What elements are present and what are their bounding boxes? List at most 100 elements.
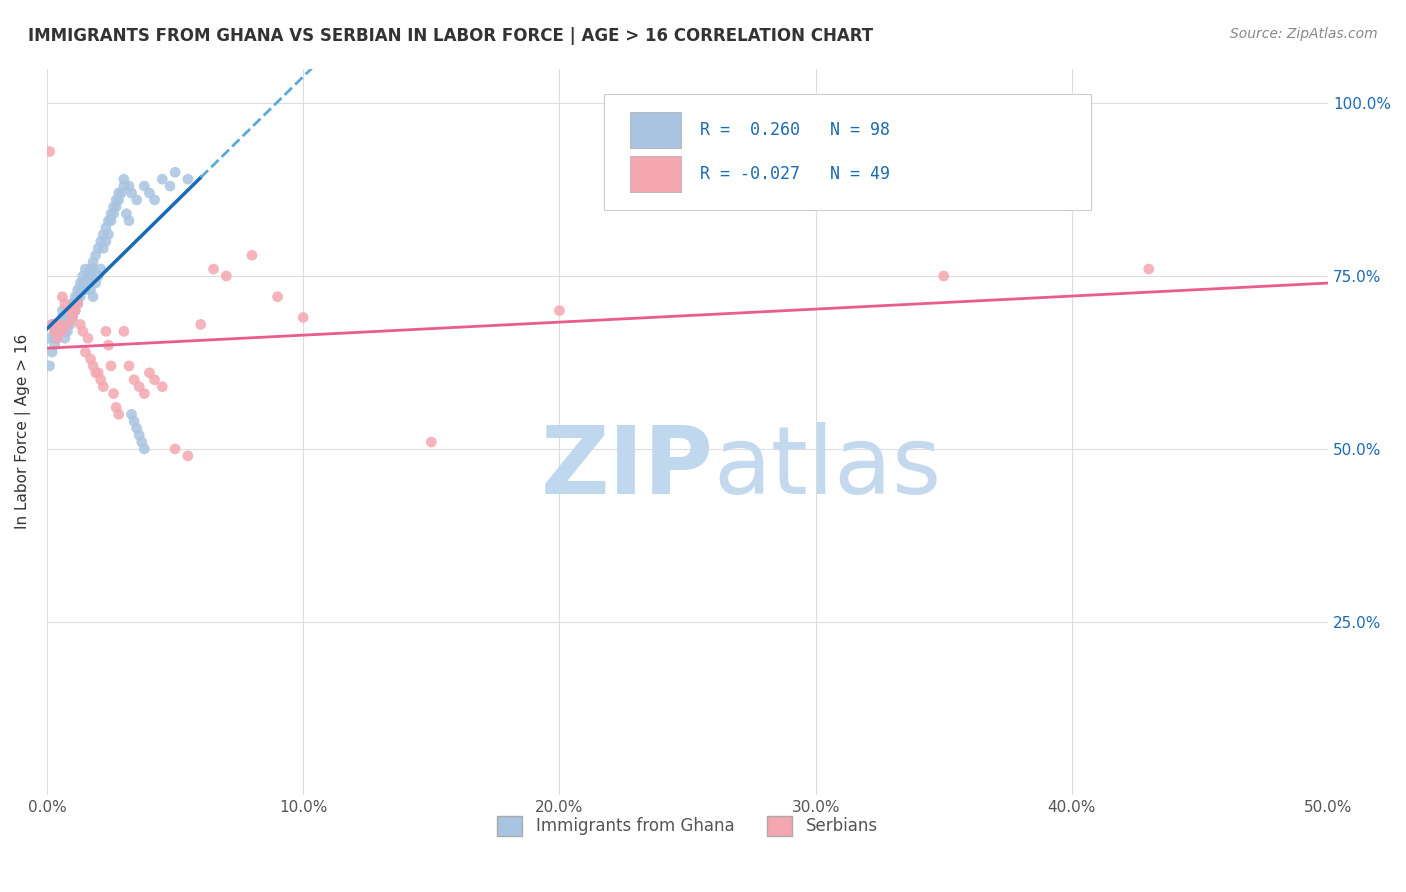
Point (59, 303, 82, 318)
Point (107, 407, 129, 421)
Point (84, 276, 107, 290)
Point (266, 290, 288, 304)
Point (112, 179, 135, 194)
Point (38, 145, 60, 159)
Point (131, 435, 153, 450)
Point (53, 310, 76, 325)
Point (44, 338, 66, 352)
Point (202, 262, 225, 277)
Point (90, 235, 112, 249)
Point (292, 310, 315, 325)
Point (90, 373, 112, 387)
Point (150, 379, 173, 393)
Point (548, 303, 571, 318)
Point (94, 324, 117, 338)
Point (59, 310, 82, 325)
Point (66, 296, 89, 310)
Point (62, 296, 84, 310)
Point (87, 241, 110, 255)
Point (49, 318, 72, 332)
Point (82, 290, 104, 304)
Legend: Immigrants from Ghana, Serbians: Immigrants from Ghana, Serbians (489, 807, 886, 845)
Point (75, 283, 97, 297)
Point (77, 276, 100, 290)
Point (134, 386, 156, 401)
Point (72, 276, 94, 290)
Point (51, 310, 73, 325)
Point (79, 262, 101, 277)
Point (63, 290, 86, 304)
Point (105, 401, 128, 415)
Point (97, 227, 120, 242)
Point (115, 207, 138, 221)
Point (59, 310, 82, 325)
Point (69, 276, 91, 290)
Point (143, 373, 166, 387)
Point (63, 303, 86, 318)
Point (63, 303, 86, 318)
Point (118, 359, 141, 373)
Point (122, 373, 145, 387)
Point (49, 324, 72, 338)
Point (107, 186, 129, 200)
Point (66, 296, 89, 310)
Point (128, 379, 150, 393)
Point (69, 290, 91, 304)
Point (143, 193, 166, 207)
Text: ZIP: ZIP (540, 422, 713, 514)
Point (97, 338, 120, 352)
Text: R =  0.260   N = 98: R = 0.260 N = 98 (700, 121, 890, 139)
Point (38, 331, 60, 345)
Point (93, 227, 115, 242)
Point (46, 318, 69, 332)
Point (103, 200, 125, 214)
Point (56, 310, 79, 325)
Point (94, 220, 117, 235)
Point (51, 318, 73, 332)
Point (87, 366, 110, 380)
Point (100, 207, 122, 221)
Point (177, 172, 200, 186)
Point (75, 262, 97, 277)
Point (66, 283, 89, 297)
Point (105, 193, 128, 207)
Point (103, 386, 125, 401)
Point (165, 165, 187, 179)
Point (66, 290, 89, 304)
Bar (630, 156, 681, 192)
Point (932, 268, 955, 283)
FancyBboxPatch shape (605, 94, 1091, 211)
Point (46, 331, 69, 345)
Point (77, 276, 100, 290)
Point (94, 235, 117, 249)
Point (69, 283, 91, 297)
Point (56, 303, 79, 318)
Point (56, 310, 79, 325)
Point (59, 303, 82, 318)
Point (93, 241, 115, 255)
Point (56, 324, 79, 338)
Point (82, 255, 104, 269)
Point (100, 359, 122, 373)
Point (62, 296, 84, 310)
Point (100, 213, 122, 227)
Point (122, 414, 145, 428)
Y-axis label: In Labor Force | Age > 16: In Labor Force | Age > 16 (15, 334, 31, 529)
Point (44, 331, 66, 345)
Point (72, 283, 94, 297)
Point (51, 303, 73, 318)
Point (72, 268, 94, 283)
Point (62, 310, 84, 325)
Point (51, 290, 73, 304)
Point (128, 428, 150, 442)
Text: atlas: atlas (713, 422, 942, 514)
Point (138, 186, 160, 200)
Point (56, 318, 79, 332)
Point (93, 379, 115, 393)
Point (53, 318, 76, 332)
Point (103, 207, 125, 221)
Point (75, 276, 97, 290)
Point (165, 442, 187, 456)
Point (41, 318, 63, 332)
Point (84, 366, 107, 380)
